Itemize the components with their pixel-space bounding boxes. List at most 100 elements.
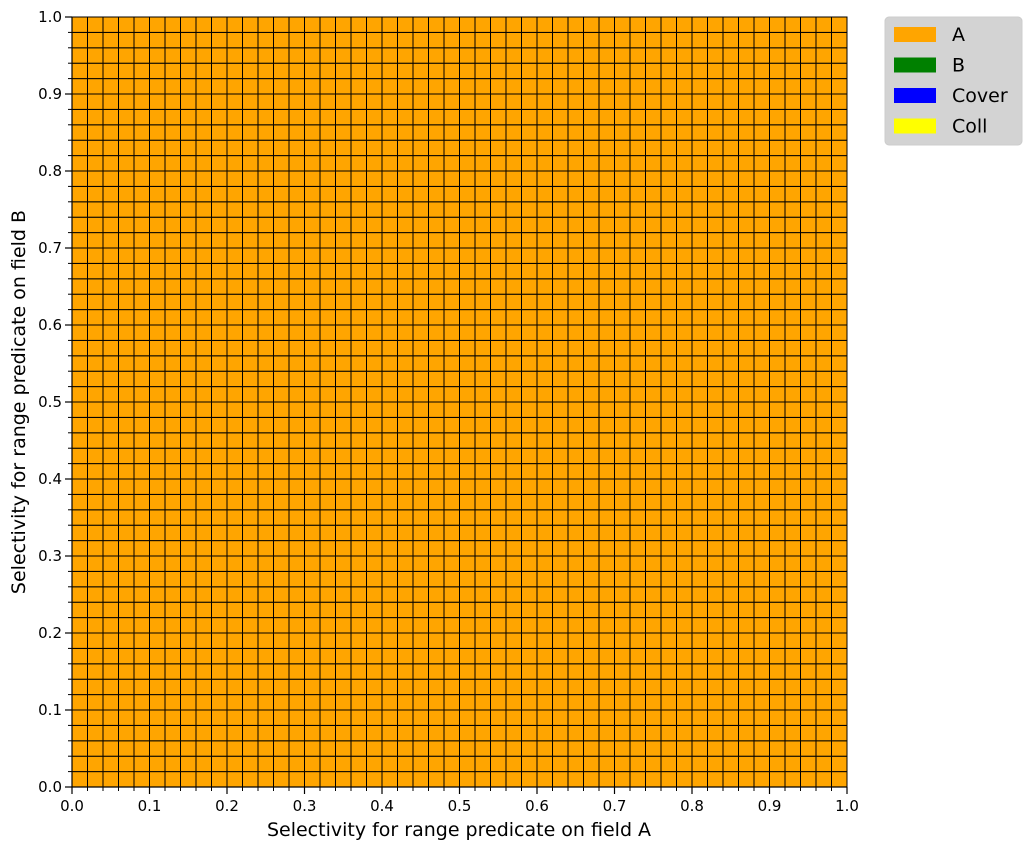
heatmap-cell <box>180 663 197 680</box>
heatmap-cell <box>443 555 460 572</box>
heatmap-cell <box>412 201 429 218</box>
heatmap-cell <box>676 185 693 203</box>
heatmap-cell <box>412 540 429 557</box>
heatmap-cell <box>149 416 166 434</box>
heatmap-cell <box>71 463 88 480</box>
heatmap-cell <box>350 478 367 495</box>
heatmap-cell <box>753 309 770 326</box>
heatmap-cell <box>195 447 212 465</box>
heatmap-cell <box>71 416 88 434</box>
heatmap-cell <box>552 647 569 665</box>
heatmap-cell <box>691 601 708 619</box>
heatmap-cell <box>629 170 646 187</box>
heatmap-cell <box>164 586 181 603</box>
heatmap-cell <box>536 493 553 511</box>
heatmap-cell <box>629 124 646 141</box>
heatmap-cell <box>645 524 662 542</box>
heatmap-cell <box>87 432 104 449</box>
heatmap-cell <box>304 309 321 326</box>
heatmap-cell <box>505 493 522 511</box>
heatmap-cell <box>211 555 228 572</box>
heatmap-cell <box>738 139 755 157</box>
heatmap-cell <box>257 216 274 234</box>
heatmap-cell <box>490 16 507 33</box>
heatmap-cell <box>273 401 290 418</box>
heatmap-cell <box>738 570 755 588</box>
heatmap-cell <box>552 31 569 49</box>
heatmap-cell <box>691 570 708 588</box>
heatmap-cell <box>567 16 584 33</box>
heatmap-cell <box>598 108 615 126</box>
heatmap-cell <box>412 31 429 49</box>
heatmap-cell <box>149 78 166 95</box>
heatmap-cell <box>738 447 755 465</box>
heatmap-cell <box>552 262 569 280</box>
heatmap-cell <box>629 386 646 403</box>
heatmap-cell <box>226 324 243 341</box>
heatmap-cell <box>71 16 88 33</box>
heatmap-cell <box>769 755 786 773</box>
heatmap-cell <box>335 170 352 187</box>
heatmap-cell <box>753 432 770 449</box>
heatmap-cell <box>211 755 228 773</box>
heatmap-cell <box>428 155 445 172</box>
heatmap-cell <box>211 401 228 418</box>
heatmap-cell <box>753 386 770 403</box>
heatmap-cell <box>102 678 119 696</box>
heatmap-cell <box>180 93 197 110</box>
heatmap-cell <box>629 632 646 649</box>
heatmap-cell <box>660 247 677 264</box>
heatmap-cell <box>366 447 383 465</box>
heatmap-cell <box>815 93 832 110</box>
heatmap-cell <box>583 694 600 711</box>
heatmap-cell <box>505 309 522 326</box>
heatmap-cell <box>660 509 677 526</box>
heatmap-cell <box>738 694 755 711</box>
heatmap-cell <box>443 247 460 264</box>
heatmap-cell <box>738 324 755 341</box>
heatmap-cell <box>195 170 212 187</box>
heatmap-cell <box>707 447 724 465</box>
heatmap-cell <box>831 155 848 172</box>
heatmap-cell <box>335 601 352 619</box>
heatmap-cell <box>71 278 88 295</box>
heatmap-cell <box>552 247 569 264</box>
heatmap-cell <box>800 262 817 280</box>
heatmap-cell <box>583 293 600 311</box>
heatmap-cell <box>722 293 739 311</box>
heatmap-cell <box>660 93 677 110</box>
heatmap-cell <box>676 401 693 418</box>
heatmap-cell <box>288 247 305 264</box>
heatmap-cell <box>614 678 631 696</box>
heatmap-cell <box>428 663 445 680</box>
heatmap-cell <box>707 108 724 126</box>
heatmap-cell <box>335 62 352 80</box>
heatmap-cell <box>769 447 786 465</box>
heatmap-cell <box>660 16 677 33</box>
heatmap-cell <box>753 678 770 696</box>
heatmap-cell <box>722 617 739 634</box>
heatmap-cell <box>831 93 848 110</box>
heatmap-cell <box>800 324 817 341</box>
heatmap-cell <box>149 601 166 619</box>
heatmap-cell <box>474 447 491 465</box>
heatmap-cell <box>831 540 848 557</box>
heatmap-cell <box>521 124 538 141</box>
heatmap-cell <box>676 570 693 588</box>
heatmap-cell <box>319 355 336 372</box>
heatmap-cell <box>784 278 801 295</box>
heatmap-cell <box>102 139 119 157</box>
heatmap-cell <box>567 632 584 649</box>
heatmap-cell <box>71 31 88 49</box>
heatmap-cell <box>366 355 383 372</box>
heatmap-cell <box>149 355 166 372</box>
heatmap-cell <box>738 16 755 33</box>
heatmap-cell <box>195 47 212 64</box>
heatmap-cell <box>149 478 166 495</box>
heatmap-cell <box>350 93 367 110</box>
heatmap-cell <box>211 62 228 80</box>
heatmap-cell <box>412 401 429 418</box>
heatmap-cell <box>831 170 848 187</box>
heatmap-cell <box>598 632 615 649</box>
heatmap-cell <box>164 401 181 418</box>
